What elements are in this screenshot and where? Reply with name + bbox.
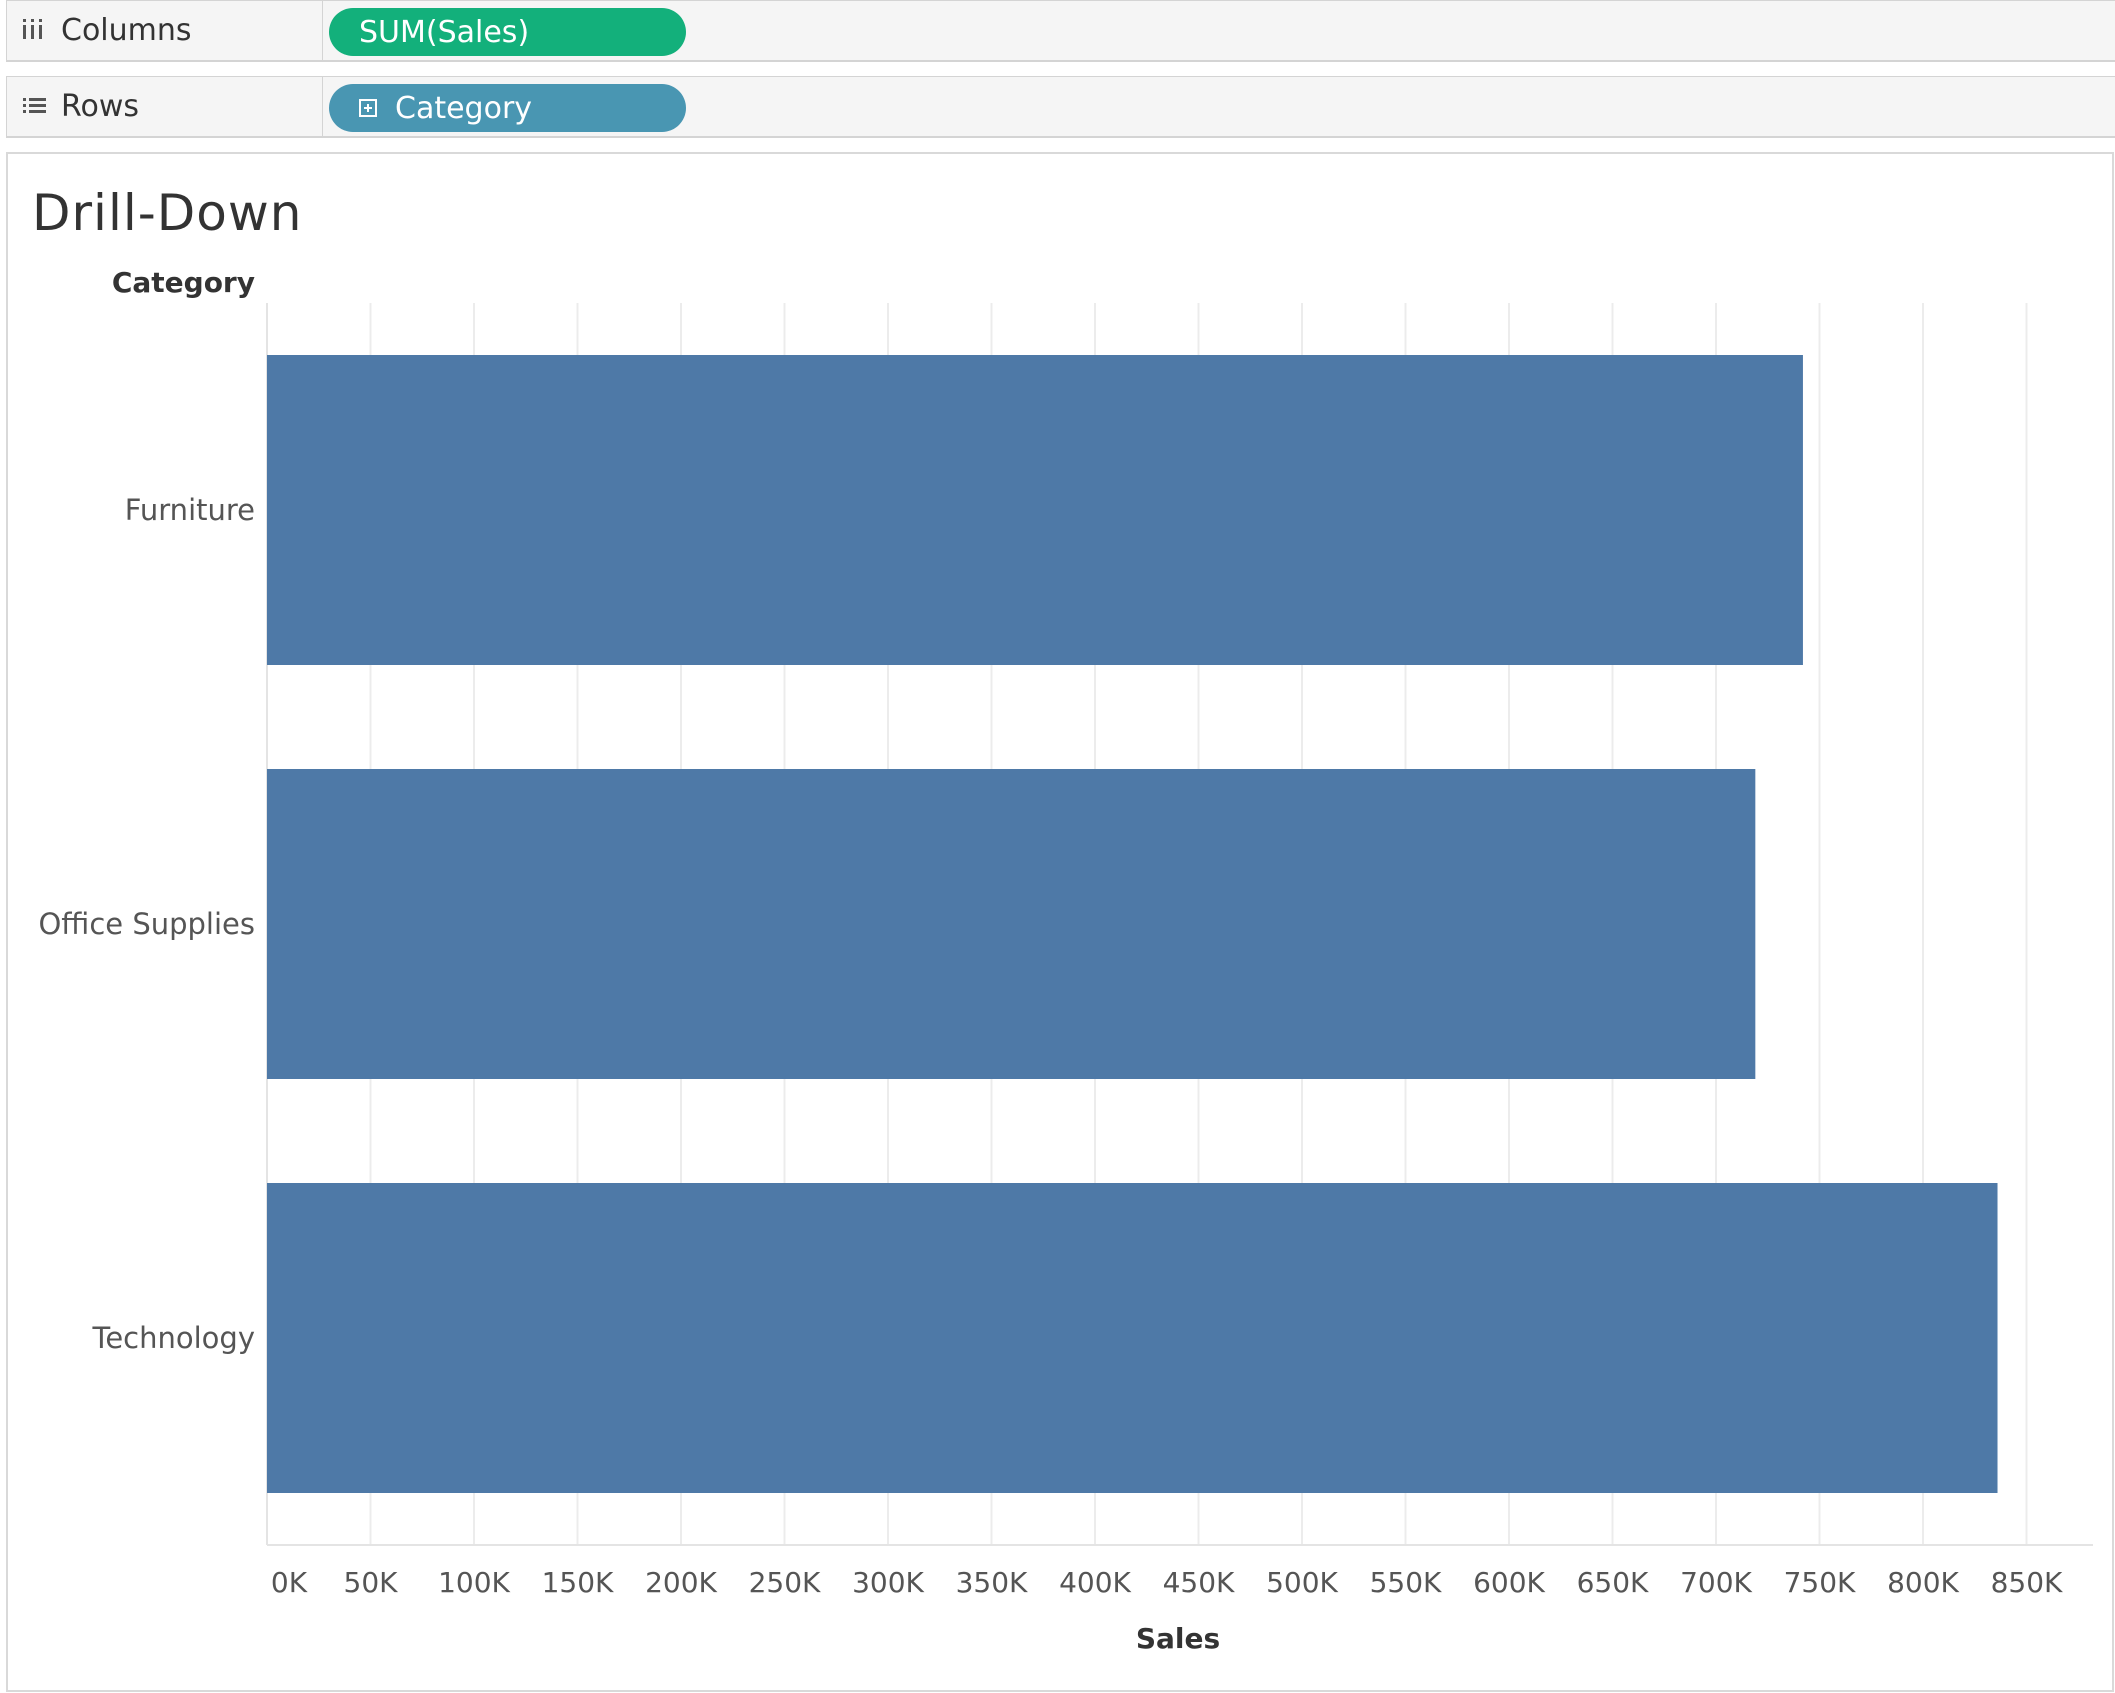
columns-label: Columns xyxy=(61,13,192,48)
x-tick-label: 800K xyxy=(1887,1566,1959,1599)
rows-shelf: Rows Category xyxy=(6,76,2115,138)
view-title: Drill-Down xyxy=(32,184,303,242)
bar-chart: Furniture Office Supplies Technology Catego… xyxy=(38,266,2093,1655)
x-tick-label: 250K xyxy=(749,1566,821,1599)
x-tick-label: 0K xyxy=(271,1566,308,1599)
sum-sales-pill[interactable]: SUM(Sales) xyxy=(329,8,686,56)
x-tick-label: 300K xyxy=(852,1566,924,1599)
columns-icon xyxy=(23,19,42,39)
expand-plus-icon[interactable] xyxy=(359,99,377,117)
rows-shelf-label: Rows xyxy=(7,77,323,136)
x-tick-label: 100K xyxy=(438,1566,510,1599)
worksheet-view: Drill-Down Furniture Office Supplies Techn… xyxy=(6,152,2114,1692)
x-tick-label: 350K xyxy=(956,1566,1028,1599)
category-pill[interactable]: Category xyxy=(329,84,686,132)
x-tick-label: 700K xyxy=(1680,1566,1752,1599)
bar-furniture[interactable] xyxy=(267,355,1803,665)
category-label: Furniture xyxy=(125,493,255,527)
x-tick-label: 750K xyxy=(1784,1566,1856,1599)
rows-label: Rows xyxy=(61,89,140,124)
columns-shelf: Columns SUM(Sales) xyxy=(6,0,2115,62)
x-tick-label: 850K xyxy=(1991,1566,2063,1599)
sum-sales-pill-label: SUM(Sales) xyxy=(359,14,530,50)
category-pill-label: Category xyxy=(395,90,533,126)
x-axis-title: Sales xyxy=(1136,1622,1220,1655)
bar-office-supplies[interactable] xyxy=(267,769,1756,1079)
x-tick-label: 200K xyxy=(645,1566,717,1599)
x-tick-label: 650K xyxy=(1577,1566,1649,1599)
row-header-category: Category xyxy=(112,266,255,299)
x-tick-label: 450K xyxy=(1163,1566,1235,1599)
category-label: Technology xyxy=(92,1321,255,1355)
columns-shelf-label: Columns xyxy=(7,1,323,60)
bar-technology[interactable] xyxy=(267,1183,1998,1493)
x-tick-label: 550K xyxy=(1370,1566,1442,1599)
x-tick-label: 400K xyxy=(1059,1566,1131,1599)
x-tick-label: 500K xyxy=(1266,1566,1338,1599)
x-tick-label: 150K xyxy=(542,1566,614,1599)
category-label: Office Supplies xyxy=(38,907,255,941)
x-tick-label: 50K xyxy=(344,1566,399,1599)
x-tick-label: 600K xyxy=(1473,1566,1545,1599)
rows-icon xyxy=(23,98,46,113)
